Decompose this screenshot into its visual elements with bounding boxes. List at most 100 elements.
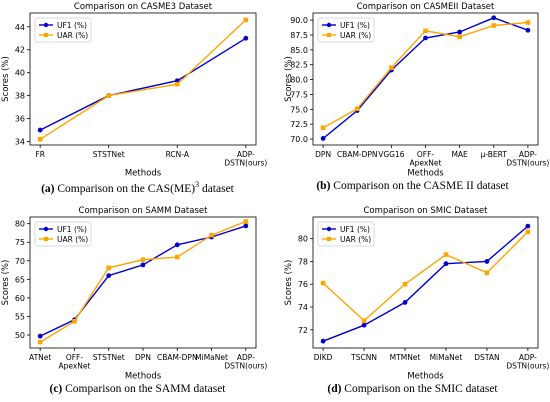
legend-marker	[43, 22, 49, 28]
y-tick-label: 80.0	[290, 76, 308, 85]
x-tick-label: CBAM-DPN	[157, 353, 198, 362]
legend-label: UAR (%)	[57, 235, 88, 244]
x-tick-label: µ-BERT	[481, 150, 508, 159]
y-axis-label: Scores (%)	[284, 260, 294, 306]
y-tick-label: 44	[15, 23, 25, 32]
x-axis-label: Methods	[407, 169, 444, 179]
data-point-uf1	[457, 29, 463, 35]
legend-marker	[43, 32, 49, 38]
data-point-uar	[37, 339, 43, 345]
legend-box	[34, 221, 92, 247]
chart-title: Comparison on CASME3 Dataset	[74, 2, 213, 12]
caption-text: Comparison on the CAS(ME)	[54, 182, 196, 195]
y-tick-label: 72	[298, 326, 308, 335]
x-tick-label: ADP-DSTN(ours)	[224, 150, 267, 168]
x-tick-label: DPN	[315, 150, 331, 159]
caption-text: Comparison on the SMIC dataset	[341, 383, 498, 395]
y-tick-label: 55	[15, 312, 25, 321]
caption-b: (b) Comparison on the CASME II dataset	[275, 180, 550, 192]
x-tick-label: TSCNN	[350, 353, 377, 362]
legend-label: UF1 (%)	[340, 21, 370, 30]
data-point-uf1	[443, 261, 449, 267]
series-line-uar	[39, 19, 247, 140]
data-point-uar	[491, 23, 497, 28]
plot-frame	[312, 216, 539, 349]
chart-1: Comparison on CASME3 Dataset 34 36 38 40 42 44…	[1, 2, 267, 179]
y-tick-label: 70	[15, 257, 25, 266]
caption-sup: 3	[195, 180, 200, 189]
data-point-uf1	[402, 300, 408, 305]
data-point-uar	[140, 257, 146, 262]
chart-3: Comparison on SAMM Dataset 50 55 60 65 70 75 80…	[1, 206, 267, 382]
legend-marker	[43, 236, 49, 242]
data-point-uf1	[174, 242, 180, 248]
chart-4: Comparison on SMIC Dataset 72 74 76 78 80 DIKD…	[284, 206, 549, 382]
data-point-uar	[209, 232, 214, 238]
data-point-uf1	[361, 322, 367, 328]
data-point-uf1	[423, 35, 428, 41]
x-axis-label: Methods	[125, 169, 162, 179]
chart-title: Comparison on SAMM Dataset	[79, 206, 209, 216]
series-line-uf1	[39, 37, 247, 131]
x-tick-label: ADP-DSTN(ours)	[506, 150, 549, 168]
data-point-uar	[525, 20, 531, 25]
legend-label: UAR (%)	[57, 31, 88, 40]
x-tick-label: DSTAN	[474, 353, 499, 362]
x-tick-label: CBAM-DPN	[337, 150, 378, 159]
chart-title: Comparison on SMIC Dataset	[363, 206, 488, 216]
legend-label: UAR (%)	[340, 31, 371, 40]
chart-2: Comparison on CASMEII Dataset 70.0 72.5 75.…	[284, 2, 549, 179]
x-axis-label: Methods	[125, 372, 162, 382]
data-point-uar	[402, 281, 408, 287]
caption-a: (a) Comparison on the CAS(ME)3 dataset	[0, 180, 275, 195]
data-point-uar	[106, 265, 112, 271]
y-tick-label: 40	[15, 69, 25, 78]
data-point-uf1	[525, 223, 531, 229]
data-point-uar	[354, 106, 360, 112]
x-axis-label: Methods	[407, 372, 444, 382]
y-tick-label: 70.0	[290, 135, 308, 144]
data-point-uar	[174, 81, 180, 87]
x-tick-label: FR	[35, 150, 45, 159]
data-point-uar	[320, 280, 326, 286]
data-point-uf1	[484, 259, 490, 264]
y-tick-label: 76	[298, 280, 308, 289]
x-tick-label: ADP-DSTN(ours)	[506, 353, 549, 371]
y-tick-label: 36	[15, 115, 25, 124]
caption-label: (d)	[327, 383, 342, 395]
y-tick-label: 34	[15, 138, 25, 147]
y-tick-label: 74	[298, 303, 308, 312]
x-tick-label: VGG16	[378, 150, 405, 159]
x-tick-label: MiMaNet	[195, 353, 228, 362]
y-tick-label: 78	[298, 257, 308, 266]
caption-tail: dataset	[199, 182, 234, 195]
legend-label: UF1 (%)	[340, 225, 370, 234]
x-tick-label: OFF-ApexNet	[58, 353, 90, 371]
legend-marker	[326, 226, 332, 232]
x-tick-label: MTMNet	[390, 353, 421, 362]
data-point-uar	[243, 219, 249, 224]
legend-box	[34, 17, 92, 43]
data-point-uf1	[106, 273, 112, 279]
y-tick-label: 87.5	[290, 31, 308, 40]
legend-marker	[43, 226, 49, 232]
y-tick-label: 42	[15, 46, 25, 55]
data-point-uf1	[140, 262, 146, 268]
data-point-uar	[389, 65, 394, 71]
data-point-uar	[320, 125, 326, 131]
y-axis-label: Scores (%)	[1, 260, 11, 306]
caption-d: (d) Comparison on the SMIC dataset	[275, 383, 550, 395]
x-tick-label: MAE	[451, 150, 468, 159]
data-point-uf1	[320, 136, 326, 141]
data-point-uar	[423, 28, 428, 34]
legend-marker	[326, 236, 332, 242]
plot-frame	[29, 12, 257, 146]
x-tick-label: ATNet	[29, 353, 51, 362]
chart-title: Comparison on CASMEII Dataset	[357, 2, 495, 12]
caption-label: (c)	[49, 383, 63, 395]
legend-box	[317, 221, 375, 247]
data-point-uar	[443, 252, 449, 257]
legend-box	[317, 17, 375, 43]
data-point-uar	[243, 17, 249, 23]
